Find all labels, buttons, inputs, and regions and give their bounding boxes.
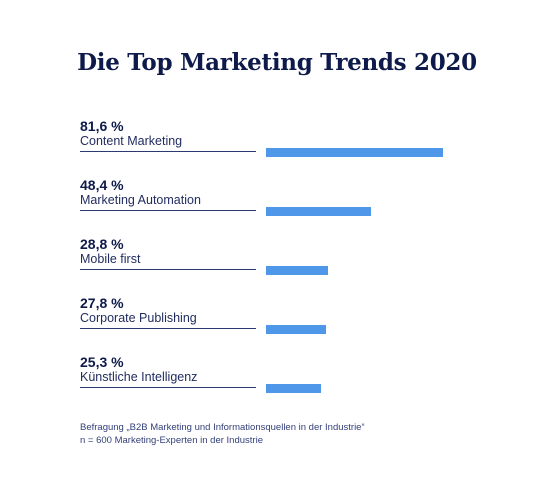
footnote-sample-size: n = 600 Marketing-Experten in der Indust… [80,435,263,446]
label-underline [80,210,256,211]
bar [266,207,371,216]
bar [266,384,321,393]
category-label: Mobile first [80,252,141,266]
label-underline [80,387,256,388]
category-label: Content Marketing [80,134,183,148]
bar [266,325,326,334]
label-underline [80,269,256,270]
bar-row: 25,3 % Künstliche Intelligenz [0,354,554,412]
bar-row: 27,8 % Corporate Publishing [0,295,554,353]
bar [266,148,443,157]
data-label: 25,3 % [80,354,124,370]
footnote: Befragung „B2B Marketing und Information… [80,421,365,447]
bar-row: 48,4 % Marketing Automation [0,177,554,235]
label-underline [80,328,256,329]
chart-title: Die Top Marketing Trends 2020 [77,49,477,76]
category-label: Künstliche Intelligenz [80,370,198,384]
data-label: 81,6 % [80,118,124,134]
footnote-survey: Befragung „B2B Marketing und Information… [80,422,365,433]
label-underline [80,151,256,152]
category-label: Marketing Automation [80,193,201,207]
bar-row: 81,6 % Content Marketing [0,118,554,176]
data-label: 28,8 % [80,236,124,252]
data-label: 27,8 % [80,295,124,311]
bar-row: 28,8 % Mobile first [0,236,554,294]
bar [266,266,328,275]
data-label: 48,4 % [80,177,124,193]
category-label: Corporate Publishing [80,311,197,325]
